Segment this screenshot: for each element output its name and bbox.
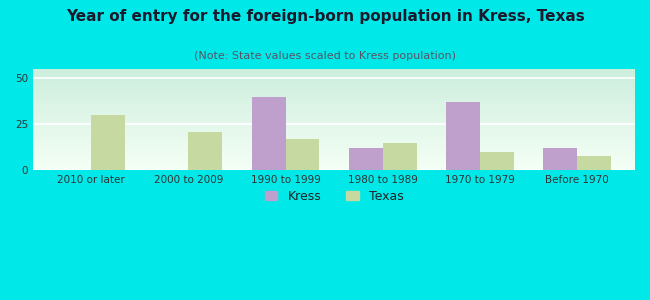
- Bar: [252, 97, 285, 170]
- Text: Year of entry for the foreign-born population in Kress, Texas: Year of entry for the foreign-born popul…: [66, 9, 584, 24]
- Bar: [543, 148, 577, 170]
- Bar: [188, 132, 222, 170]
- Legend: Kress, Texas: Kress, Texas: [261, 186, 407, 206]
- Bar: [348, 148, 383, 170]
- Bar: [285, 139, 320, 170]
- Text: (Note: State values scaled to Kress population): (Note: State values scaled to Kress popu…: [194, 51, 456, 61]
- Bar: [577, 155, 611, 170]
- Bar: [92, 115, 125, 170]
- Bar: [446, 102, 480, 170]
- Bar: [383, 142, 417, 170]
- Bar: [480, 152, 514, 170]
